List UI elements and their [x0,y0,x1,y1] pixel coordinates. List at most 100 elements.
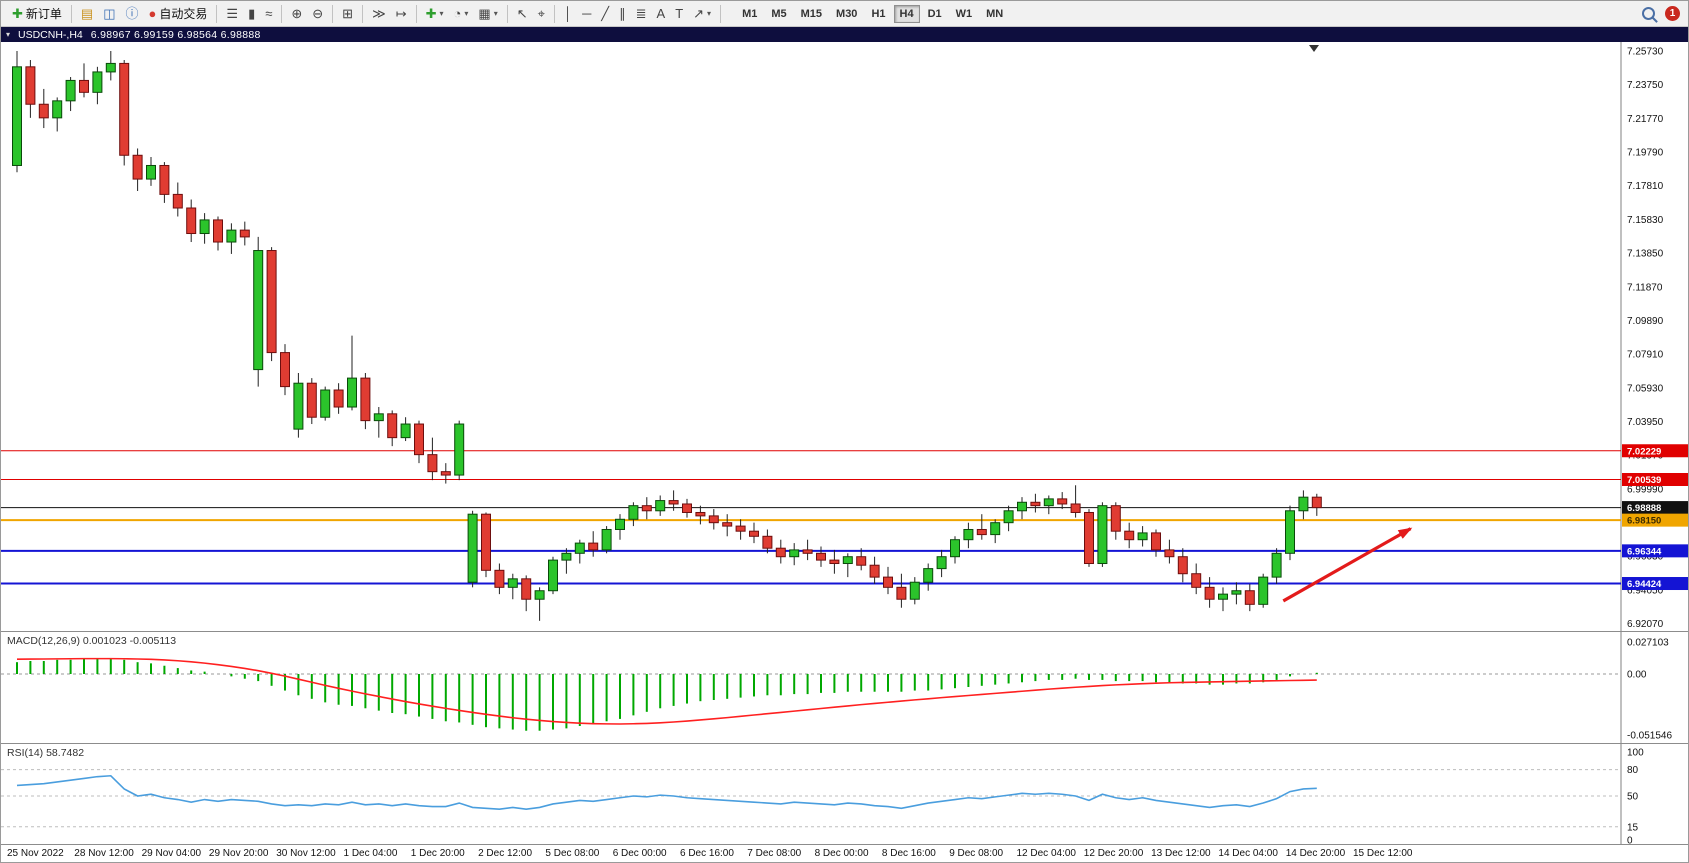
ohlc-bars-button[interactable]: ☰ [221,4,243,24]
data-window-button[interactable]: ⓘ [121,4,144,24]
chart-symbol-title: USDCNH-,H4 [18,28,83,41]
timeframe-button-m30[interactable]: M30 [830,5,863,23]
rsi-panel[interactable]: 100 80 50 15 0 [1,744,1689,844]
vertical-line-button[interactable]: │ [559,4,577,24]
toolbar-separator [281,4,283,23]
timeframe-button-w1[interactable]: W1 [950,5,979,23]
periods-button[interactable]: ◔ ▾ [449,4,474,24]
svg-text:6.98888: 6.98888 [1627,503,1661,514]
chevron-down-icon: ▾ [464,9,469,18]
svg-text:0: 0 [1627,836,1633,845]
text-button[interactable]: A [652,4,671,24]
auto-trading-button[interactable]: ● 自动交易 [144,4,213,24]
vertical-line-icon: │ [563,6,573,21]
toolbar-separator [553,4,555,23]
svg-text:7.19790: 7.19790 [1627,148,1664,159]
time-axis-label: 6 Dec 00:00 [612,848,667,859]
trendline-icon: ╱ [601,6,610,21]
new-order-button[interactable]: ✚ 新订单 [7,4,67,24]
toolbar-separator [70,4,72,23]
timeframe-button-m5[interactable]: M5 [765,5,792,23]
indicators-button[interactable]: ✚ ▾ [421,4,449,24]
svg-text:6.99990: 6.99990 [1627,484,1664,495]
time-axis[interactable]: 25 Nov 2022 28 Nov 12:00 29 Nov 04:00 29 No… [1,845,1688,862]
time-axis-label: 14 Dec 20:00 [1285,848,1346,859]
arrows-tool-button[interactable]: ↗ ▾ [688,4,716,24]
timeframe-button-m15[interactable]: M15 [795,5,828,23]
time-axis-label: 2 Dec 12:00 [478,848,533,859]
auto-scroll-button[interactable]: ≫ [367,4,391,24]
time-axis-label: 14 Dec 04:00 [1218,848,1278,859]
chevron-down-icon: ▾ [493,9,498,18]
time-axis-label: 30 Nov 12:00 [276,848,336,859]
time-axis-label: 7 Dec 08:00 [747,848,802,859]
time-axis-label: 12 Dec 04:00 [1016,848,1077,859]
panel-divider[interactable] [1,631,1688,632]
templates-icon: ▦ [478,6,491,21]
svg-text:7.03950: 7.03950 [1627,417,1664,428]
toolbar-buttons: ✚ 新订单 ▤ ◫ ⓘ ● 自动交易 ☰ ▮ ≈ ⊕ ⊖ ⊞ ≫ ↦ ✚ ▾ ◔ ▾ ▦ ▾ ↖ ⌖ │ ─ ╱ ∥ ≣ A T ↗ ▾ [7,4,725,24]
svg-text:-0.051546: -0.051546 [1627,730,1672,741]
profiles-icon: ◫ [103,6,116,21]
templates-button[interactable]: ▦ ▾ [473,4,502,24]
macd-label: MACD(12,26,9) 0.001023 -0.005113 [7,635,177,647]
time-axis-label: 12 Dec 20:00 [1083,848,1144,859]
channel-button[interactable]: ∥ [614,4,631,24]
time-axis-label: 1 Dec 04:00 [343,848,398,859]
clock-icon: ◔ [453,6,462,21]
horizontal-line-button[interactable]: ─ [577,4,596,24]
time-axis-label: 29 Nov 20:00 [208,848,269,859]
cursor-button[interactable]: ↖ [512,4,533,24]
chart-shift-button[interactable]: ↦ [391,4,412,24]
svg-text:6.98150: 6.98150 [1627,516,1661,527]
svg-text:7.11870: 7.11870 [1627,282,1663,293]
zoom-out-button[interactable]: ⊖ [307,4,328,24]
time-axis-label: 15 Dec 12:00 [1353,848,1413,859]
chart-ohlc-values: 6.98967 6.99159 6.98564 6.98888 [90,28,261,41]
timeframe-button-d1[interactable]: D1 [922,5,948,23]
svg-text:6.92070: 6.92070 [1627,619,1664,630]
search-icon[interactable] [1642,7,1655,20]
fibonacci-button[interactable]: ≣ [631,4,652,24]
notification-badge[interactable]: 1 [1665,6,1680,21]
svg-text:7.02229: 7.02229 [1627,446,1661,457]
svg-text:7.21770: 7.21770 [1627,114,1664,125]
panel-divider[interactable] [1,743,1688,744]
svg-text:7.05930: 7.05930 [1627,383,1664,394]
collapse-icon[interactable]: ▾ [6,30,11,39]
timeframe-button-h4[interactable]: H4 [893,4,920,23]
crosshair-button[interactable]: ⌖ [533,4,550,24]
tile-windows-icon: ⊞ [342,6,354,21]
horizontal-line-icon: ─ [582,6,592,21]
channel-icon: ∥ [619,6,626,21]
timeframe-button-h1[interactable]: H1 [865,5,891,23]
timeframe-button-mn[interactable]: MN [980,5,1009,23]
charts-window-button[interactable]: ▤ [76,4,98,24]
svg-text:7.09890: 7.09890 [1627,316,1664,327]
svg-text:7.23750: 7.23750 [1627,80,1664,91]
time-axis-label: 6 Dec 16:00 [680,848,734,859]
candlestick-chart-button[interactable]: ▮ [243,4,260,24]
time-axis-label: 9 Dec 08:00 [949,848,1004,859]
macd-panel[interactable]: 0.027103 0.00 -0.051546 [1,632,1689,743]
rsi-label: RSI(14) 58.7482 [7,747,85,759]
toolbar-separator [506,4,508,23]
profiles-button[interactable]: ◫ [98,4,120,24]
new-order-icon: ✚ [12,6,23,21]
price-chart[interactable]: 7.25730 7.23750 7.21770 7.19790 7.17810 7.158… [1,42,1689,631]
timeframe-button-m1[interactable]: M1 [736,5,763,23]
cursor-icon: ↖ [516,6,528,21]
text-label-button[interactable]: T [670,4,688,24]
indicators-icon: ✚ [425,6,437,21]
tile-windows-button[interactable]: ⊞ [337,4,358,24]
zoom-in-button[interactable]: ⊕ [286,4,307,24]
toolbar: ✚ 新订单 ▤ ◫ ⓘ ● 自动交易 ☰ ▮ ≈ ⊕ ⊖ ⊞ ≫ ↦ ✚ ▾ ◔ ▾ ▦ ▾ ↖ ⌖ │ ─ ╱ ∥ ≣ A T ↗ ▾ M1… [1,1,1688,27]
svg-text:7.15830: 7.15830 [1627,215,1664,226]
ohlc-bars-icon: ☰ [226,6,239,21]
trendline-button[interactable]: ╱ [596,4,614,24]
line-chart-button[interactable]: ≈ [260,4,277,24]
svg-text:80: 80 [1627,765,1639,776]
chart-shift-icon: ↦ [395,6,407,21]
svg-text:50: 50 [1627,792,1639,803]
toolbar-separator [720,4,722,23]
